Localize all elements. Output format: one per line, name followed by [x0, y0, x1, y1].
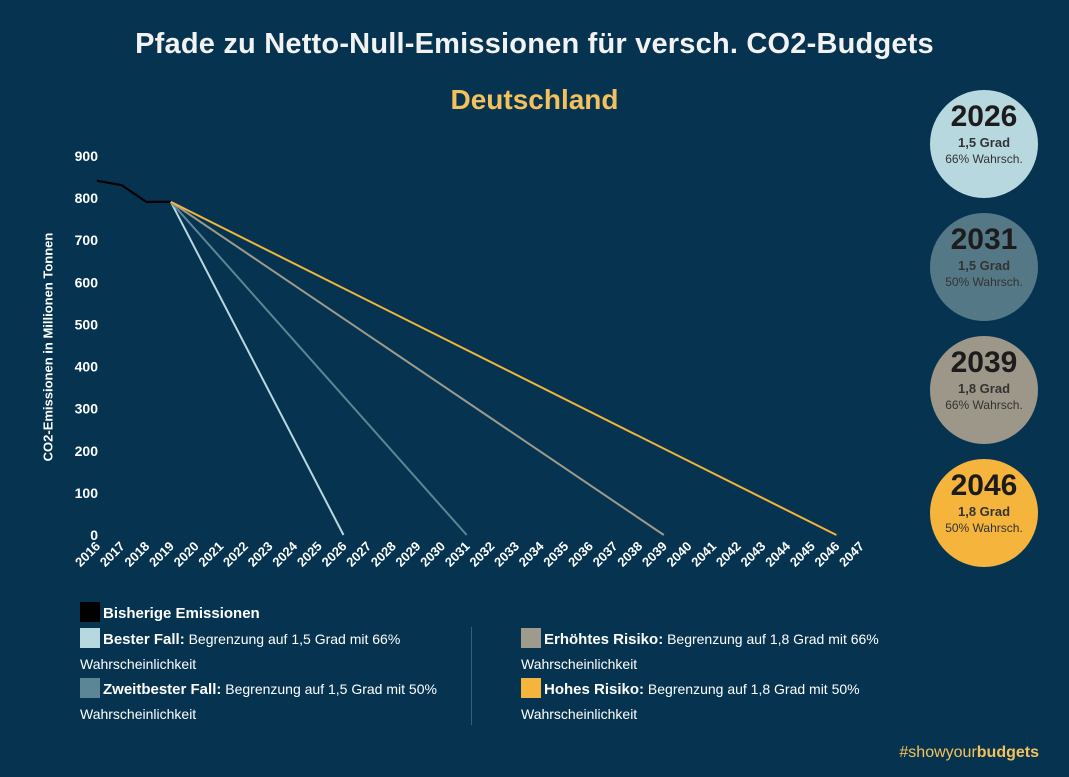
legend-swatch: [521, 628, 541, 648]
x-tick-label: 2039: [639, 539, 670, 570]
circle-second-best-case: 2031 1,5 Grad 50% Wahrsch.: [930, 213, 1038, 321]
series-line: [170, 201, 468, 536]
hashtag-part: budgets: [976, 744, 1039, 761]
x-tick-label: 2033: [491, 539, 522, 570]
legend-description: Begrenzung auf 1,8 Grad mit 66%: [667, 631, 879, 647]
y-tick-label: 700: [75, 232, 99, 248]
legend-description-wrap: Wahrscheinlichkeit: [521, 706, 638, 722]
x-tick-label: 2020: [171, 539, 202, 570]
legend-second-best-case: Zweitbester Fall: Begrenzung auf 1,5 Gra…: [80, 678, 437, 722]
x-tick-label: 2027: [343, 539, 374, 570]
x-tick-label: 2017: [97, 539, 128, 570]
circle-degree: 1,8 Grad: [957, 381, 1011, 396]
x-tick-label: 2042: [713, 539, 744, 570]
chart-title: Pfade zu Netto-Null-Emissionen für versc…: [135, 28, 934, 60]
circle-degree: 1,8 Grad: [957, 504, 1011, 519]
legend-description: Begrenzung auf 1,8 Grad mit 50%: [647, 681, 860, 697]
circle-probability: 66% Wahrsch.: [945, 152, 1023, 166]
hashtag-part: #showyour: [899, 744, 977, 761]
legend-divider: [471, 627, 472, 725]
x-tick-label: 2041: [688, 539, 719, 570]
x-tick-label: 2043: [737, 539, 768, 570]
circle-probability: 50% Wahrsch.: [945, 275, 1023, 289]
circle-increased-risk: 2039 1,8 Grad 66% Wahrsch.: [930, 336, 1038, 444]
hashtag: #showyourbudgets: [899, 744, 1039, 762]
y-axis-label: CO2-Emissionen in Millionen Tonnen: [40, 232, 56, 462]
legend-swatch: [80, 678, 100, 698]
x-tick-label: 2035: [540, 539, 571, 570]
legend-label: Zweitbester Fall:: [103, 681, 222, 698]
circle-degree: 1,5 Grad: [957, 135, 1011, 150]
x-tick-label: 2029: [392, 539, 423, 570]
circle-year: 2031: [950, 223, 1018, 256]
circle-probability: 50% Wahrsch.: [945, 521, 1023, 535]
circle-year: 2046: [950, 469, 1018, 502]
y-tick-label: 400: [75, 359, 99, 375]
series-line: [170, 201, 665, 536]
chart-subtitle: Deutschland: [450, 84, 619, 115]
legend-description: Begrenzung auf 1,5 Grad mit 66%: [188, 631, 401, 647]
x-tick-label: 2016: [72, 539, 103, 570]
x-tick-label: 2025: [294, 539, 325, 570]
x-tick-label: 2018: [121, 539, 152, 570]
y-tick-label: 0: [90, 527, 98, 543]
legend-historic: Bisherige Emissionen: [80, 602, 260, 622]
series-line: [96, 179, 171, 203]
legend-high-risk: Hohes Risiko: Begrenzung auf 1,8 Grad mi…: [521, 678, 860, 722]
legend-description-wrap: Wahrscheinlichkeit: [80, 656, 197, 672]
legend-swatch: [80, 602, 100, 622]
x-tick-label: 2026: [319, 539, 350, 570]
y-tick-label: 500: [75, 316, 99, 332]
series-line: [170, 201, 837, 536]
x-tick-label: 2037: [590, 539, 621, 570]
legend-label: Bisherige Emissionen: [103, 605, 260, 622]
x-tick-label: 2044: [762, 538, 794, 570]
x-tick-label: 2019: [146, 539, 177, 570]
circle-year: 2026: [950, 100, 1018, 133]
y-tick-label: 100: [75, 485, 99, 501]
legend-increased-risk: Erhöhtes Risiko: Begrenzung auf 1,8 Grad…: [521, 628, 879, 672]
x-tick-label: 2040: [664, 539, 695, 570]
x-tick-label: 2046: [811, 539, 842, 570]
x-tick-label: 2022: [220, 539, 251, 570]
y-tick-label: 300: [75, 401, 99, 417]
y-tick-label: 800: [75, 190, 99, 206]
legend-label: Erhöhtes Risiko:: [544, 631, 664, 648]
legend-swatch: [521, 678, 541, 698]
legend-swatch: [80, 628, 100, 648]
circle-high-risk: 2046 1,8 Grad 50% Wahrsch.: [930, 459, 1038, 567]
x-tick-label: 2034: [516, 538, 548, 570]
y-tick-label: 600: [75, 274, 99, 290]
x-tick-label: 2045: [787, 539, 818, 570]
legend-description: Begrenzung auf 1,5 Grad mit 50%: [225, 681, 437, 697]
circle-probability: 66% Wahrsch.: [945, 398, 1023, 412]
emissions-chart: 0 100 200 300 400 500 600 700 800 900 201620172018…: [72, 148, 867, 570]
circle-degree: 1,5 Grad: [957, 258, 1011, 273]
legend-description-wrap: Wahrscheinlichkeit: [521, 656, 638, 672]
legend-best-case: Bester Fall: Begrenzung auf 1,5 Grad mit…: [80, 628, 400, 672]
x-tick-label: 2021: [195, 539, 226, 570]
x-tick-label: 2030: [417, 539, 448, 570]
y-tick-label: 900: [75, 148, 99, 164]
circle-year: 2039: [950, 346, 1018, 379]
circle-best-case: 2026 1,5 Grad 66% Wahrsch.: [930, 90, 1038, 198]
y-tick-label: 200: [75, 443, 99, 459]
legend-label: Hohes Risiko:: [544, 681, 645, 698]
legend-label: Bester Fall:: [103, 631, 185, 648]
x-tick-label: 2023: [245, 539, 276, 570]
series-line: [170, 201, 345, 536]
x-tick-label: 2047: [836, 539, 867, 570]
x-tick-label: 2024: [269, 538, 301, 570]
x-tick-label: 2032: [466, 539, 497, 570]
x-tick-label: 2031: [442, 539, 473, 570]
legend-description-wrap: Wahrscheinlichkeit: [80, 706, 197, 722]
x-tick-label: 2028: [368, 539, 399, 570]
x-tick-label: 2038: [614, 539, 645, 570]
x-tick-label: 2036: [565, 539, 596, 570]
